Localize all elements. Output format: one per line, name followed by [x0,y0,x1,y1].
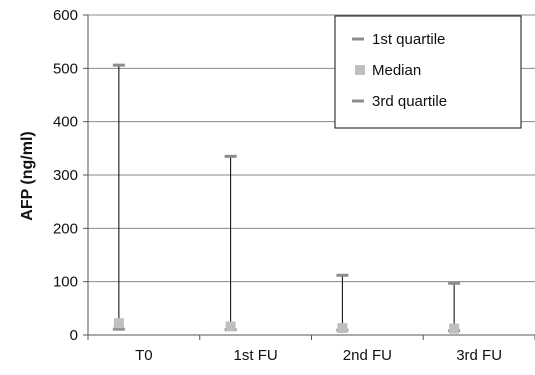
x-tick-label: 1st FU [234,347,278,364]
x-tick-label: 2nd FU [343,347,392,364]
legend-label: Median [372,62,421,79]
y-tick-label: 400 [53,114,78,131]
y-tick-label: 300 [53,167,78,184]
median-marker [337,323,348,334]
x-tick-label: T0 [135,347,153,364]
x-tick-label: 3rd FU [456,347,502,364]
y-tick-label: 500 [53,60,78,77]
y-axis-title: AFP (ng/ml) [19,131,36,220]
legend-swatch [355,65,365,75]
legend: 1st quartile Median 3rd quartile [334,15,522,129]
y-ticks: 0 100 200 300 400 500 600 [53,7,88,344]
y-tick-label: 0 [70,327,78,344]
median-marker [225,321,236,332]
legend-box [334,15,522,129]
legend-items: 1st quartile Median 3rd quartile [352,31,447,110]
legend-label: 1st quartile [372,31,445,48]
y-tick-label: 600 [53,7,78,24]
x-ticks: T0 1st FU 2nd FU 3rd FU [87,335,535,364]
median-marker [449,323,460,334]
legend-label: 3rd quartile [372,93,447,110]
y-tick-label: 200 [53,220,78,237]
ranges [112,63,461,334]
y-tick-label: 100 [53,274,78,291]
gridlines [88,14,535,283]
median-marker [113,318,124,329]
